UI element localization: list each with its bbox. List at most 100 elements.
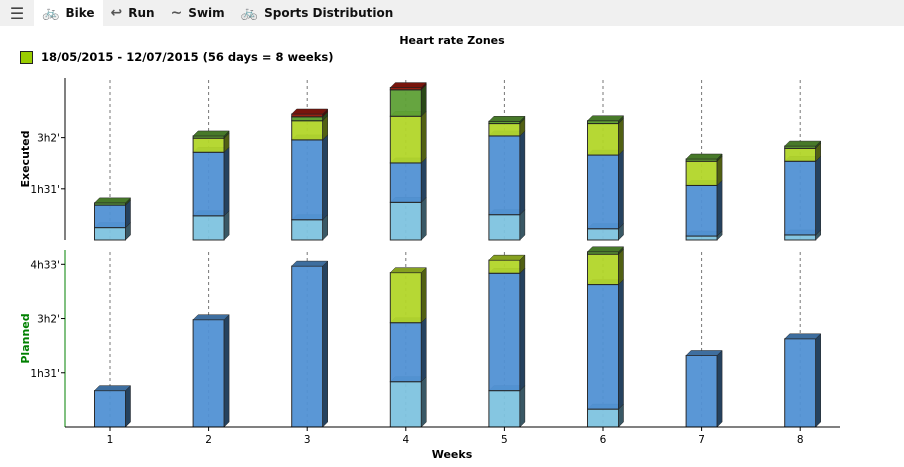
bar-executed-week2-zone1 bbox=[192, 215, 225, 241]
y-tick-label: 3h2' bbox=[37, 314, 60, 326]
bar-executed-week4-zone5 bbox=[389, 87, 422, 91]
y-axis-label: Executed bbox=[19, 130, 32, 187]
x-tick-label: 8 bbox=[797, 434, 804, 446]
bar-planned-week5-zone2 bbox=[488, 272, 521, 392]
bar-side bbox=[125, 385, 131, 428]
bar-planned-week5-zone3 bbox=[488, 259, 521, 274]
x-tick-label: 5 bbox=[501, 434, 508, 446]
bar-top bbox=[586, 246, 625, 253]
bar-side bbox=[421, 267, 427, 324]
bar-executed-week3-zone4 bbox=[291, 116, 324, 122]
bar-side bbox=[618, 117, 624, 156]
bar-top bbox=[291, 260, 329, 267]
x-tick-label: 7 bbox=[698, 434, 705, 446]
bar-side bbox=[322, 260, 328, 428]
multisport-icon: 🚲 bbox=[240, 5, 259, 21]
bar-side bbox=[421, 110, 427, 164]
bar-executed-week8-zone2 bbox=[784, 160, 817, 236]
bike-icon: 🚲 bbox=[42, 5, 60, 21]
bar-planned-week4-zone3 bbox=[389, 272, 422, 324]
bar-executed-week3-zone3 bbox=[291, 120, 324, 141]
bar-side bbox=[421, 317, 427, 383]
tab-label: Run bbox=[128, 6, 155, 20]
bar-executed-week4-zone1 bbox=[389, 201, 422, 241]
bar-top bbox=[685, 350, 723, 356]
tab-bike[interactable]: 🚲 Bike bbox=[34, 0, 103, 26]
toolbar: ☰ 🚲 Bike ↩ Run ∼ Swim 🚲 Sports Distribut… bbox=[0, 0, 904, 26]
bar-side bbox=[519, 130, 526, 216]
bar-side bbox=[618, 278, 624, 410]
bar-top bbox=[291, 108, 329, 115]
hamburger-menu-icon[interactable]: ☰ bbox=[9, 3, 25, 23]
bar-executed-week1-zone2 bbox=[94, 204, 126, 229]
bar-side bbox=[223, 146, 230, 217]
legend-label: 18/05/2015 - 12/07/2015 (56 days = 8 wee… bbox=[41, 50, 334, 64]
y-tick-label: 1h31' bbox=[30, 368, 60, 380]
bar-executed-week2-zone4 bbox=[192, 135, 225, 139]
bar-side bbox=[223, 314, 230, 428]
y-tick-label: 1h31' bbox=[30, 184, 60, 196]
bar-executed-week1-zone1 bbox=[94, 227, 126, 241]
bar-top bbox=[586, 115, 625, 121]
bar-executed-week8-zone1 bbox=[784, 234, 817, 241]
bar-top bbox=[93, 385, 132, 391]
bar-planned-week1-zone2 bbox=[94, 390, 126, 428]
bar-executed-week8-zone4 bbox=[784, 145, 817, 149]
bar-side bbox=[421, 157, 427, 203]
tab-swim[interactable]: ∼ Swim bbox=[163, 0, 233, 26]
y-tick-label: 3h2' bbox=[37, 133, 60, 145]
bar-planned-week7-zone2 bbox=[685, 354, 718, 428]
y-axis-label: Planned bbox=[19, 313, 32, 363]
bar-planned-week3-zone2 bbox=[291, 265, 324, 428]
bar-top bbox=[389, 267, 427, 273]
bar-executed-week7-zone1 bbox=[685, 235, 718, 241]
bar-planned-week5-zone1 bbox=[488, 390, 521, 428]
bar-executed-week6-zone2 bbox=[587, 154, 619, 230]
bar-side bbox=[815, 155, 821, 236]
bar-planned-week6-zone2 bbox=[587, 284, 619, 410]
bar-executed-week3-zone5 bbox=[291, 113, 324, 118]
bar-executed-week6-zone4 bbox=[587, 120, 619, 125]
x-axis-label: Weeks bbox=[432, 448, 473, 461]
bar-executed-week5-zone4 bbox=[488, 120, 521, 125]
bar-side bbox=[322, 134, 328, 221]
bar-executed-week7-zone4 bbox=[685, 158, 718, 162]
bar-side bbox=[421, 376, 427, 428]
bar-top bbox=[93, 197, 132, 204]
bar-executed-week4-zone3 bbox=[389, 115, 422, 164]
bar-executed-week5-zone3 bbox=[488, 123, 521, 137]
x-tick-label: 3 bbox=[304, 434, 311, 446]
bar-planned-week6-zone3 bbox=[587, 253, 619, 286]
bar-executed-week5-zone2 bbox=[488, 135, 521, 216]
bar-planned-week8-zone2 bbox=[784, 338, 817, 428]
bar-executed-week7-zone3 bbox=[685, 160, 718, 186]
tab-run[interactable]: ↩ Run bbox=[103, 0, 163, 26]
bar-top bbox=[685, 153, 723, 160]
legend: 18/05/2015 - 12/07/2015 (56 days = 8 wee… bbox=[20, 50, 333, 64]
bar-top bbox=[192, 130, 230, 137]
bar-side bbox=[618, 149, 624, 230]
bar-side bbox=[519, 385, 526, 428]
bar-executed-week4-zone4 bbox=[389, 89, 422, 117]
bar-side bbox=[421, 84, 427, 117]
x-tick-label: 4 bbox=[402, 434, 409, 446]
legend-swatch bbox=[20, 50, 33, 64]
bar-executed-week6-zone3 bbox=[587, 123, 619, 156]
y-tick-label: 4h33' bbox=[30, 259, 60, 271]
tab-label: Bike bbox=[65, 6, 95, 20]
tab-label: Swim bbox=[188, 6, 225, 20]
bar-side bbox=[716, 349, 723, 428]
bar-planned-week6-zone4 bbox=[587, 251, 619, 255]
bar-top bbox=[784, 140, 822, 147]
bar-planned-week4-zone2 bbox=[389, 322, 422, 383]
bar-side bbox=[716, 179, 723, 237]
bar-side bbox=[421, 196, 427, 241]
bar-executed-week7-zone2 bbox=[685, 184, 718, 237]
bar-side bbox=[815, 333, 821, 428]
bar-top bbox=[488, 116, 526, 122]
x-tick-label: 2 bbox=[205, 434, 212, 446]
bar-executed-week5-zone1 bbox=[488, 214, 521, 241]
bar-planned-week4-zone1 bbox=[389, 381, 422, 428]
tab-sports-distribution[interactable]: 🚲 Sports Distribution bbox=[233, 0, 402, 26]
